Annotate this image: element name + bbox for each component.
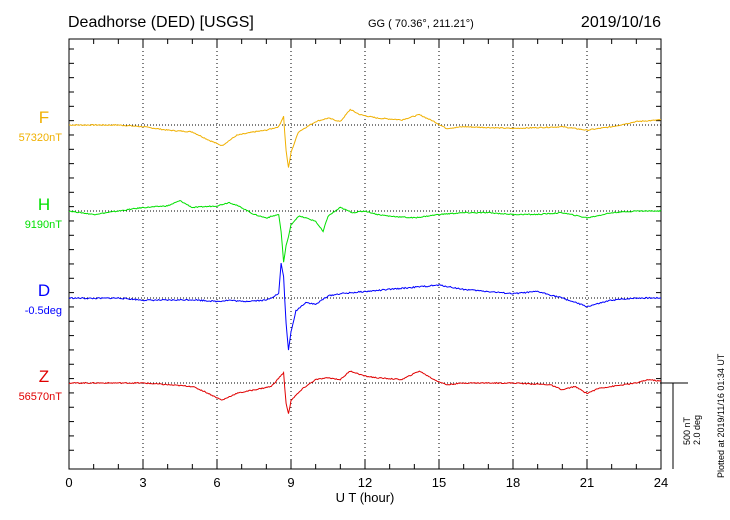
station-title: Deadhorse (DED) [USGS] [68,14,254,31]
baseline-value-D: -0.5deg [25,305,62,317]
channel-name-Z: Z [39,367,49,386]
scale-deg-label: 2.0 deg [692,415,702,445]
x-tick-label-15: 15 [432,475,446,490]
baseline-value-H: 9190nT [25,219,63,231]
x-tick-labels: 0 3 6 9 12 15 18 21 24 [65,475,668,490]
axis-ticks [68,39,662,469]
vertical-gridlines [142,39,588,469]
channel-labels: F 57320nT H 9190nT D -0.5deg Z 56570nT [19,108,63,403]
channel-name-H: H [38,195,50,214]
scale-bar: 500 nT 2.0 deg [661,382,702,469]
x-tick-label-6: 6 [213,475,220,490]
plot-date: 2019/10/16 [581,14,661,31]
x-tick-label-24: 24 [654,475,668,490]
trace-F [68,108,662,168]
trace-Z [68,370,662,414]
x-tick-label-12: 12 [358,475,372,490]
station-coords: GG ( 70.36°, 211.21°) [368,18,474,30]
trace-D [68,263,661,351]
plotted-at-note: Plotted at 2019/11/16 01:34 UT [716,353,726,478]
x-axis-title: U T (hour) [336,490,395,505]
baseline-value-F: 57320nT [19,132,63,144]
x-tick-label-21: 21 [580,475,594,490]
traces [68,108,662,414]
trace-H [68,199,662,263]
channel-name-F: F [39,108,49,127]
baseline-value-Z: 56570nT [19,391,63,403]
x-tick-label-3: 3 [139,475,146,490]
x-tick-label-0: 0 [65,475,72,490]
channel-name-D: D [38,281,50,300]
scale-nt-label: 500 nT [682,416,692,445]
x-tick-label-18: 18 [506,475,520,490]
x-tick-label-9: 9 [287,475,294,490]
